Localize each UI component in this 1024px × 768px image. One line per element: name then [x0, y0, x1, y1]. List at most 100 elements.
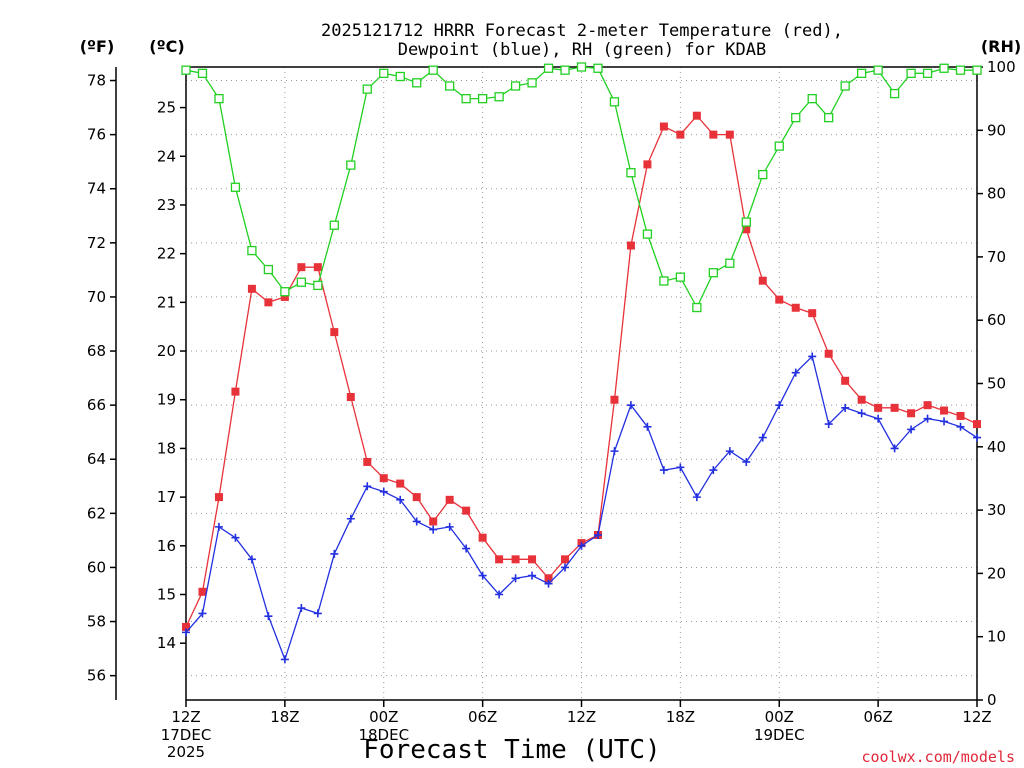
- dewpoint-point: [264, 612, 273, 621]
- dewpoint-point: [429, 525, 438, 534]
- temperature-point: [313, 263, 322, 272]
- dewpoint-point: [346, 514, 355, 523]
- rh-tick-label: 50: [987, 375, 1006, 393]
- fahrenheit-tick-label: 72: [87, 234, 106, 252]
- dewpoint-point: [182, 628, 190, 637]
- dewpoint-point: [940, 417, 949, 426]
- rh-tick-label: 70: [987, 248, 1006, 266]
- rh-point: [807, 94, 817, 104]
- dewpoint-point: [544, 579, 553, 588]
- rh-point: [889, 88, 900, 99]
- dewpoint-point: [379, 487, 388, 496]
- temperature-point: [346, 393, 355, 402]
- rh-point: [412, 78, 422, 88]
- temperature-point: [890, 403, 899, 412]
- temperature-point: [330, 328, 339, 337]
- temperature-point: [725, 130, 734, 139]
- rh-point: [527, 78, 537, 88]
- rh-point: [428, 65, 438, 75]
- data-series: [181, 62, 982, 664]
- fahrenheit-tick-label: 56: [87, 667, 106, 685]
- fahrenheit-tick-label: 76: [87, 126, 106, 144]
- dewpoint-point: [577, 541, 586, 550]
- rh-point: [313, 280, 323, 291]
- dewpoint-point: [659, 466, 668, 475]
- rh-tick-label: 100: [987, 58, 1016, 76]
- dewpoint-point: [857, 409, 866, 418]
- celsius-tick-label: 25: [157, 99, 176, 117]
- rh-point: [824, 112, 834, 123]
- temperature-point: [610, 395, 619, 404]
- temperature-point: [528, 555, 537, 564]
- rh-point: [280, 287, 290, 297]
- rh-point: [675, 272, 686, 282]
- grid-lines: [185, 67, 978, 700]
- chart-title-line1: 2025121712 HRRR Forecast 2-meter Tempera…: [321, 21, 843, 41]
- dewpoint-point: [561, 563, 570, 572]
- rh-point: [922, 68, 933, 78]
- temperature-point: [973, 420, 981, 429]
- temperature-point: [561, 555, 570, 564]
- dewpoint-point: [247, 555, 256, 564]
- celsius-tick-label: 15: [157, 586, 176, 604]
- temperature-point: [923, 401, 932, 410]
- dewpoint-point: [396, 495, 405, 504]
- rh-point: [543, 63, 554, 73]
- rh-tick-label: 40: [987, 438, 1006, 456]
- temperature-point: [264, 298, 273, 307]
- temperature-point: [824, 349, 833, 358]
- temperature-point: [692, 111, 701, 120]
- rh-tick-label: 10: [987, 628, 1006, 646]
- dewpoint-point: [758, 433, 767, 442]
- x-tick-label: 00Z: [765, 708, 794, 726]
- celsius-tick-label: 23: [157, 196, 176, 214]
- rh-axis-label: (RH): [981, 37, 1021, 56]
- rh-point: [263, 264, 274, 275]
- temperature-point: [445, 495, 454, 504]
- temperature-point: [791, 303, 800, 312]
- dewpoint-point: [692, 493, 701, 502]
- dewpoint-point: [874, 414, 883, 423]
- dewpoint-point: [610, 447, 619, 456]
- dewpoint-point: [775, 401, 784, 410]
- rh-point: [329, 220, 339, 230]
- rh-point: [774, 141, 784, 151]
- dewpoint-point: [824, 420, 833, 429]
- temperature-point: [429, 517, 438, 526]
- chart-title-line2: Dewpoint (blue), RH (green) for KDAB: [398, 40, 766, 60]
- dewpoint-point: [363, 482, 372, 491]
- rh-point: [197, 68, 208, 78]
- dewpoint-point: [725, 447, 734, 456]
- temperature-point: [907, 409, 916, 418]
- temperature-point: [874, 403, 883, 412]
- axes: 56 58 60 62 64 66 68 70 72 74 76 78 14 15 16 17 18 19 20 21…: [87, 58, 1016, 761]
- dewpoint-point: [907, 425, 916, 434]
- temperature-point: [297, 263, 306, 272]
- rh-point: [609, 97, 620, 107]
- dewpoint-point: [676, 463, 685, 472]
- x-tick-label: 18Z: [270, 708, 299, 726]
- x-tick-label: 06Z: [468, 708, 497, 726]
- rh-tick-label: 90: [987, 121, 1006, 139]
- celsius-axis-label: (ºC): [149, 37, 184, 56]
- dewpoint-point: [280, 655, 289, 664]
- temperature-point: [940, 406, 949, 415]
- x-tick-date-label: 17DEC: [161, 726, 212, 744]
- rh-point: [692, 302, 702, 313]
- dewpoint-point: [412, 517, 421, 526]
- plot-frame: [185, 66, 978, 701]
- celsius-tick-label: 24: [157, 147, 176, 165]
- temperature-point: [214, 493, 223, 502]
- temperature-point: [363, 457, 372, 466]
- celsius-tick-label: 20: [157, 342, 176, 360]
- temperature-point: [379, 474, 388, 483]
- temperature-point: [676, 130, 685, 139]
- temperature-point: [511, 555, 520, 564]
- rh-point: [741, 217, 751, 227]
- rh-point: [840, 81, 850, 91]
- dewpoint-point: [791, 368, 800, 377]
- rh-point: [873, 65, 883, 75]
- temperature-point: [857, 395, 866, 404]
- rh-tick-label: 30: [987, 501, 1006, 519]
- temperature-point: [247, 284, 256, 293]
